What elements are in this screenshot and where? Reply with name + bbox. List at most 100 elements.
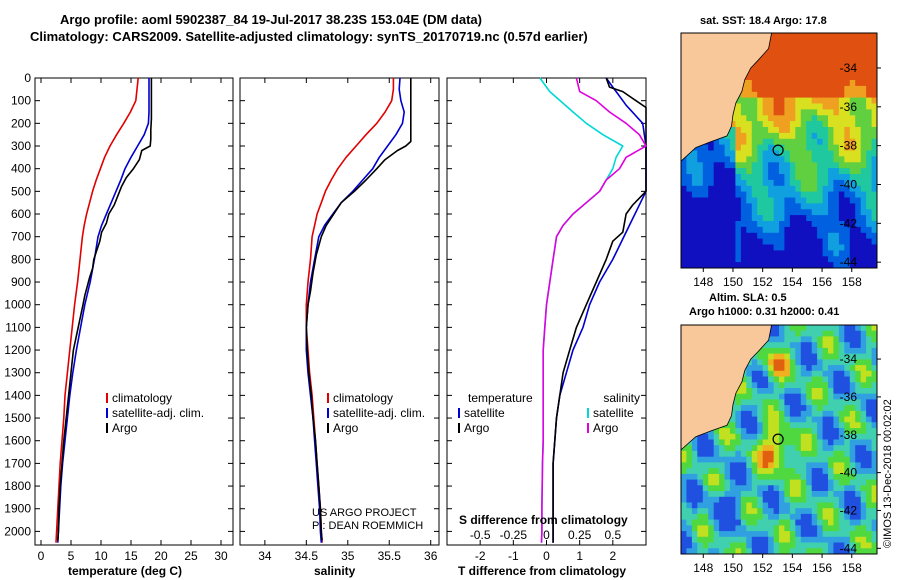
map-cell: [730, 519, 736, 526]
map-cell: [849, 68, 856, 75]
map-cell: [768, 115, 775, 122]
map-cell: [757, 462, 764, 469]
map-cell: [697, 519, 704, 526]
map-cell: [822, 388, 829, 395]
map-cell: [773, 103, 780, 110]
map-cell: [708, 238, 715, 246]
map-cell: [746, 185, 753, 193]
map-cell: [784, 33, 791, 40]
map-cell: [789, 525, 796, 532]
map-cell: [730, 168, 736, 175]
map-cell: [806, 428, 813, 435]
map-cell: [751, 531, 758, 538]
map-cell: [773, 325, 780, 332]
map-cell: [844, 359, 851, 366]
map-cell: [768, 502, 775, 509]
map-cell: [681, 513, 687, 521]
map-cell: [740, 238, 747, 246]
map-cell: [724, 256, 731, 263]
map-cell: [800, 422, 807, 429]
plot-frame: [239, 77, 440, 546]
map-cell: [828, 548, 834, 554]
title-line-2: Climatology: CARS2009. Satellite-adjuste…: [30, 29, 588, 44]
map-cell: [681, 256, 687, 263]
map-cell: [768, 80, 775, 87]
map-cell: [855, 185, 862, 193]
map-cell: [844, 244, 851, 251]
map-cell: [789, 410, 796, 418]
map-cell: [768, 405, 775, 412]
map-cell: [855, 68, 862, 75]
map-cell: [724, 162, 731, 169]
map-cell: [800, 232, 807, 240]
map-cell: [784, 548, 791, 554]
map-cell: [691, 197, 698, 204]
map-cell: [746, 150, 753, 157]
map-cell: [817, 132, 824, 140]
map-cell: [822, 365, 829, 372]
map-cell: [838, 256, 845, 263]
map-cell: [751, 485, 758, 492]
map-cell: [768, 38, 775, 46]
map-cell: [784, 370, 791, 378]
map-cell: [751, 68, 758, 75]
map-cell: [817, 473, 824, 481]
map-cell: [768, 393, 775, 400]
map-cell: [822, 209, 829, 216]
map-cell: [871, 519, 877, 526]
map-cell: [789, 359, 796, 366]
map-cell: [849, 103, 856, 110]
map-cell: [768, 445, 775, 452]
map-cell: [773, 439, 780, 446]
map-cell: [828, 33, 834, 40]
map-cell: [773, 473, 780, 481]
map-cell: [866, 144, 873, 152]
map-cell: [740, 197, 747, 204]
map-cell: [730, 456, 736, 463]
map-cell: [828, 209, 834, 216]
map-cell: [768, 496, 775, 504]
map-cell: [762, 422, 769, 429]
map-cell: [828, 38, 834, 46]
map-cell: [751, 405, 758, 412]
map-cell: [822, 502, 829, 509]
map-cell: [795, 179, 802, 187]
map-cell: [735, 121, 742, 128]
map-cell: [833, 450, 840, 458]
map-cell: [806, 542, 813, 549]
map-cell: [844, 85, 851, 93]
map-cell: [762, 191, 769, 199]
map-cell: [866, 156, 873, 163]
map-cell: [822, 50, 829, 58]
map-cell: [871, 250, 877, 257]
map-content: [681, 33, 877, 268]
map-cell: [751, 232, 758, 240]
map-cell: [838, 410, 845, 418]
map-cell: [828, 168, 834, 175]
map-cell: [838, 468, 845, 475]
map-cell: [730, 221, 736, 228]
map-cell: [838, 127, 845, 134]
map-cell: [838, 162, 845, 169]
map-cell: [730, 485, 736, 492]
map-cell: [838, 221, 845, 228]
map-cell: [817, 450, 824, 458]
map-cell: [800, 162, 807, 169]
map-cell: [817, 85, 824, 93]
map-cell: [681, 162, 687, 169]
map-cell: [773, 531, 780, 538]
map-cell: [713, 215, 720, 222]
map-cell: [795, 68, 802, 75]
map-cell: [789, 97, 796, 105]
map-cell: [871, 38, 877, 46]
map-cell: [817, 388, 824, 395]
map-cell: [795, 156, 802, 163]
map-cell: [817, 156, 824, 163]
map-cell: [789, 232, 796, 240]
map-cell: [800, 342, 807, 349]
map-cell: [779, 97, 785, 105]
map-cell: [817, 479, 824, 486]
map-cell: [795, 445, 802, 452]
map-cell: [746, 174, 753, 181]
map-cell: [702, 433, 709, 441]
